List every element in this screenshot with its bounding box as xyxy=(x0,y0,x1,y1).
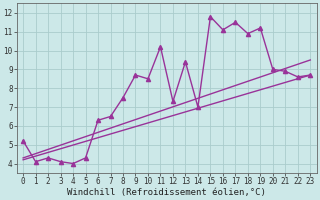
X-axis label: Windchill (Refroidissement éolien,°C): Windchill (Refroidissement éolien,°C) xyxy=(67,188,266,197)
